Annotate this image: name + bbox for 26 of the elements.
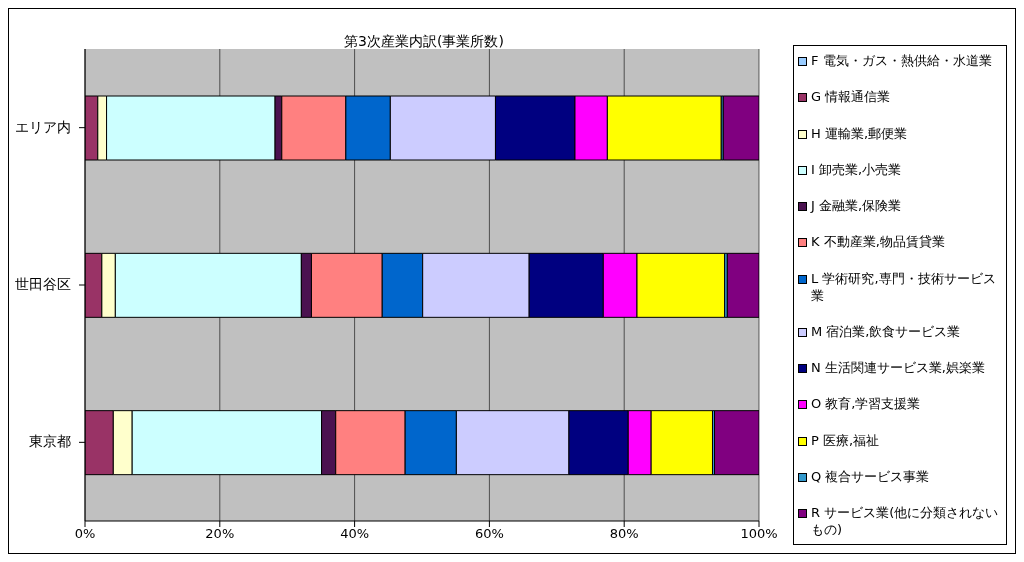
x-tick-label: 100% xyxy=(740,526,778,542)
x-tick-label: 80% xyxy=(609,526,639,542)
bar xyxy=(722,95,759,161)
legend-label: H 運輸業,郵便業 xyxy=(811,124,908,142)
bar xyxy=(714,410,759,476)
legend-label: F 電気・ガス・熱供給・水道業 xyxy=(811,52,992,69)
legend-label: K 不動産業,物品賃貸業 xyxy=(811,233,945,251)
x-tick-label: 20% xyxy=(205,526,235,542)
legend-label: G 情報通信業 xyxy=(811,88,891,106)
legend-label: N 生活関連サービス業,娯楽業 xyxy=(811,359,985,376)
x-tick-label: 40% xyxy=(340,526,370,542)
y-tick-label: 東京都 xyxy=(29,433,71,450)
legend-label: J 金融業,保険業 xyxy=(811,197,902,214)
legend-label: P 医療,福祉 xyxy=(811,431,880,449)
legend-label: M 宿泊業,飲食サービス業 xyxy=(811,322,961,340)
x-tick-label: 60% xyxy=(474,526,504,542)
legend-label: Q 複合サービス事業 xyxy=(811,467,930,485)
y-tick-label: エリア内 xyxy=(15,118,71,135)
x-tick-label: 0% xyxy=(74,526,96,542)
legend-label: O 教育,学習支援業 xyxy=(811,395,921,413)
chart-title: 第3次産業内訳(事業所数) xyxy=(343,33,505,51)
legend-label: R サービス業(他に分類されないもの) xyxy=(811,504,1000,538)
legend-label: I 卸売業,小売業 xyxy=(811,160,902,178)
y-tick-label: 世田谷区 xyxy=(15,276,71,292)
bar xyxy=(726,252,759,318)
legend-label: L 学術研究,専門・技術サービス業 xyxy=(811,269,997,304)
